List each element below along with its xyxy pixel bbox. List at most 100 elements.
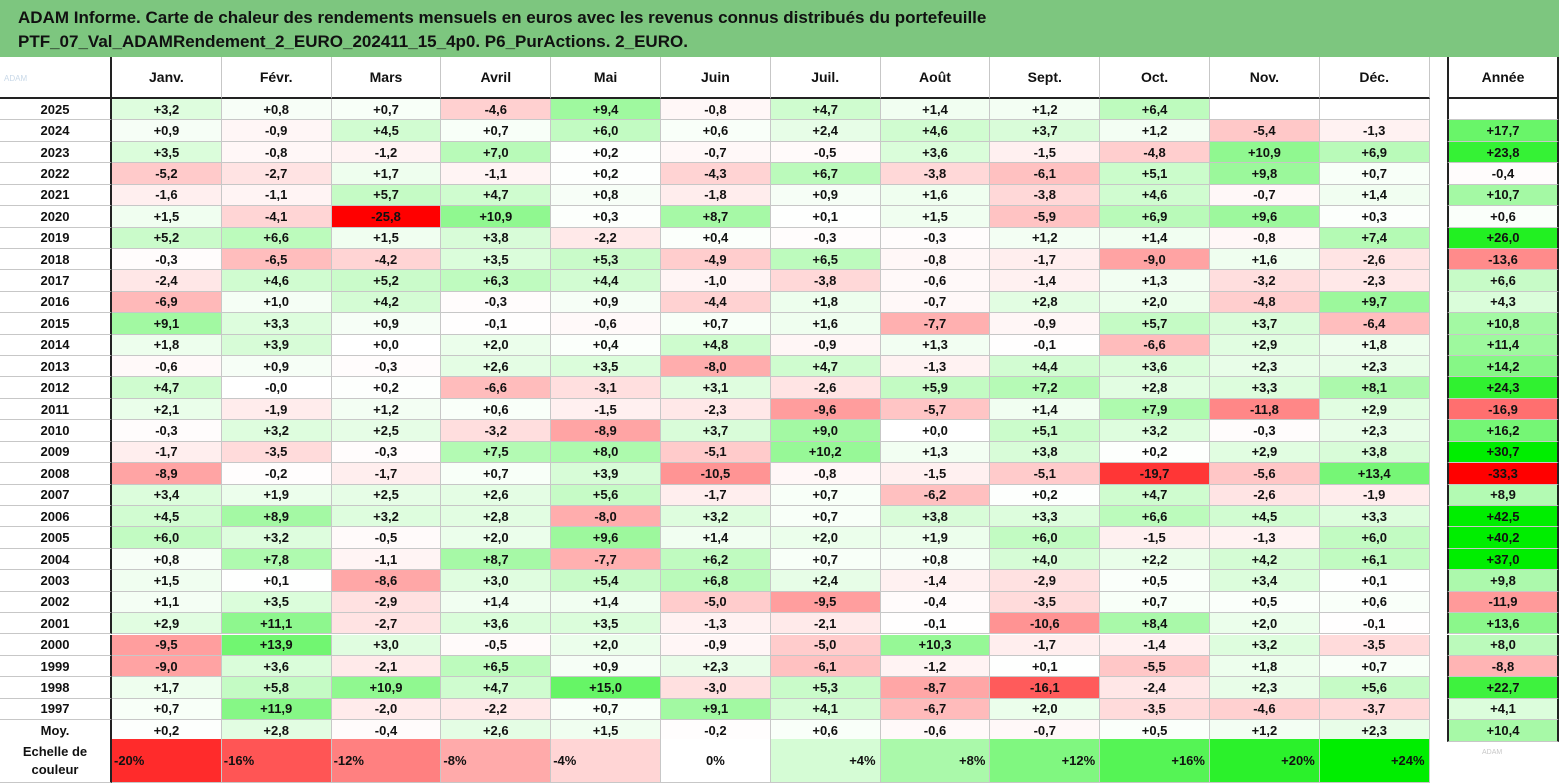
annual-cell: +4,1 xyxy=(1447,698,1559,721)
heatmap-cell: -0,4 xyxy=(880,591,991,614)
year-label: 2002 xyxy=(0,591,112,614)
heatmap-cell: -16,1 xyxy=(990,677,1101,699)
heatmap-cell: +4,2 xyxy=(1210,548,1320,571)
year-label: 2020 xyxy=(0,206,112,228)
heatmap-cell: -5,5 xyxy=(1100,655,1210,678)
heatmap-cell: +2,9 xyxy=(1210,334,1320,357)
heatmap-cell: +2,0 xyxy=(990,698,1101,721)
heatmap-cell: -5,0 xyxy=(770,634,881,656)
heatmap-cell: +8,1 xyxy=(1319,377,1430,399)
heatmap-cell: +3,3 xyxy=(1319,505,1430,528)
annual-cell: +14,2 xyxy=(1447,356,1559,378)
heatmap-cell: -2,6 xyxy=(1210,484,1320,506)
heatmap-cell xyxy=(1319,99,1430,121)
heatmap-cell: +11,1 xyxy=(221,613,332,635)
color-scale-label-line: couleur xyxy=(31,761,79,777)
heatmap-cell: -4,9 xyxy=(661,248,771,271)
heatmap-cell: +4,0 xyxy=(990,548,1101,571)
heatmap-cell: -0,7 xyxy=(990,720,1101,742)
year-label: 2022 xyxy=(0,163,112,185)
heatmap-cell: +3,3 xyxy=(990,505,1101,528)
heatmap-cell: -1,1 xyxy=(441,163,552,185)
color-scale-swatch: 0% xyxy=(661,739,771,783)
heatmap-cell: +5,1 xyxy=(990,420,1101,442)
heatmap-cell: +3,0 xyxy=(441,570,552,592)
heatmap-cell: +1,7 xyxy=(112,677,222,699)
heatmap-cell: -1,7 xyxy=(331,463,442,485)
month-header: Sept. xyxy=(990,57,1101,99)
heatmap-cell: -1,8 xyxy=(661,184,771,207)
heatmap-cell: +6,5 xyxy=(770,248,881,271)
heatmap-cell: -6,6 xyxy=(1100,334,1210,357)
heatmap-cell: +1,1 xyxy=(112,591,222,614)
heatmap-cell: -1,6 xyxy=(112,184,222,207)
heatmap-cell: -0,3 xyxy=(112,248,222,271)
heatmap-cell: -0,3 xyxy=(331,356,442,378)
heatmap-cell: +4,4 xyxy=(990,356,1101,378)
heatmap-cell: +1,4 xyxy=(441,591,552,614)
heatmap-cell: +6,4 xyxy=(1100,99,1210,121)
heatmap-cell: +0,4 xyxy=(551,334,661,357)
heatmap-cell: +13,9 xyxy=(221,634,332,656)
annual-cell: +17,7 xyxy=(1447,120,1559,142)
heatmap-cell: -3,8 xyxy=(880,163,991,185)
month-header: Mai xyxy=(551,57,661,99)
annual-cell: +40,2 xyxy=(1447,527,1559,549)
heatmap-cell: +2,9 xyxy=(1210,441,1320,464)
heatmap-cell: +3,2 xyxy=(1210,634,1320,656)
heatmap-cell: +1,6 xyxy=(770,313,881,335)
heatmap-cell: +9,6 xyxy=(551,527,661,549)
heatmap-cell: +1,5 xyxy=(112,206,222,228)
heatmap-cell: +1,6 xyxy=(1210,248,1320,271)
heatmap-cell: +1,5 xyxy=(331,227,442,249)
year-label: 2018 xyxy=(0,248,112,271)
heatmap-cell: -3,1 xyxy=(551,377,661,399)
heatmap-cell: +0,9 xyxy=(551,655,661,678)
heatmap-cell: -1,2 xyxy=(331,141,442,164)
heatmap-cell: +2,3 xyxy=(1319,420,1430,442)
heatmap-cell: -1,1 xyxy=(221,184,332,207)
heatmap-cell: +1,4 xyxy=(1319,184,1430,207)
heatmap-cell: +5,3 xyxy=(551,248,661,271)
heatmap-cell: -1,9 xyxy=(221,398,332,421)
heatmap-cell: +3,6 xyxy=(1100,356,1210,378)
heatmap-cell: -0,9 xyxy=(770,334,881,357)
year-label: 2006 xyxy=(0,505,112,528)
heatmap-cell: +0,2 xyxy=(1100,441,1210,464)
heatmap-cell: +10,9 xyxy=(441,206,552,228)
heatmap-cell: -1,7 xyxy=(990,248,1101,271)
heatmap-cell: +3,8 xyxy=(880,505,991,528)
heatmap-cell: +3,7 xyxy=(661,420,771,442)
heatmap-cell: +0,2 xyxy=(990,484,1101,506)
heatmap-cell: -9,5 xyxy=(112,634,222,656)
heatmap-cell: -2,1 xyxy=(770,613,881,635)
heatmap-cell: -0,9 xyxy=(221,120,332,142)
heatmap-cell: -6,5 xyxy=(221,248,332,271)
heatmap-cell: -2,0 xyxy=(331,698,442,721)
heatmap-cell: +3,5 xyxy=(221,591,332,614)
watermark-logo: ADAM xyxy=(1482,749,1503,756)
heatmap-cell: +0,7 xyxy=(1319,163,1430,185)
heatmap-cell: -0,1 xyxy=(441,313,552,335)
year-label: 2019 xyxy=(0,227,112,249)
heatmap-cell: +10,9 xyxy=(1210,141,1320,164)
heatmap-cell: +6,0 xyxy=(112,527,222,549)
heatmap-cell xyxy=(1210,99,1320,121)
heatmap-cell: +0,9 xyxy=(551,291,661,314)
heatmap-cell: +0,7 xyxy=(1319,655,1430,678)
heatmap-cell: -0,6 xyxy=(880,270,991,292)
heatmap-cell: +0,8 xyxy=(221,99,332,121)
heatmap-cell: +2,4 xyxy=(770,570,881,592)
heatmap-cell: -8,6 xyxy=(331,570,442,592)
heatmap-cell: +1,5 xyxy=(551,720,661,742)
heatmap-cell: +2,0 xyxy=(441,334,552,357)
heatmap-cell: -0,3 xyxy=(112,420,222,442)
month-header: Juil. xyxy=(770,57,881,99)
heatmap-cell: -0,7 xyxy=(1210,184,1320,207)
heatmap-cell: -0,8 xyxy=(880,248,991,271)
heatmap-cell: -9,5 xyxy=(770,591,881,614)
annual-cell: +37,0 xyxy=(1447,548,1559,571)
heatmap-cell: +2,6 xyxy=(441,484,552,506)
annual-cell: +9,8 xyxy=(1447,570,1559,592)
heatmap-cell: +1,4 xyxy=(880,99,991,121)
